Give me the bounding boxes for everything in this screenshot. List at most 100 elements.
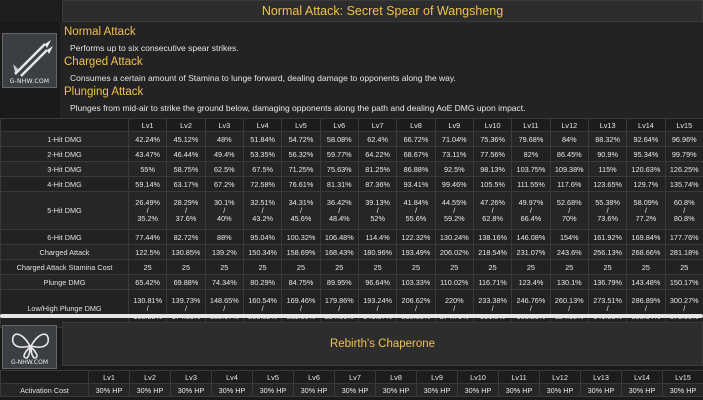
- level-header: Lv14: [621, 370, 663, 384]
- value-cell: 103.75%: [511, 161, 551, 177]
- table-row: 4-Hit DMG 59.14% 63.17% 67.2% 72.58% 76.61% 81…: [0, 176, 703, 192]
- value-cell: 268.66%: [626, 244, 666, 260]
- value-cell: 92.64%: [626, 131, 666, 147]
- value-cell: 116.71%: [472, 274, 513, 290]
- split-bottom-value: 62.8%: [482, 213, 503, 223]
- value-cell: 55%: [127, 161, 168, 177]
- level-header: Lv8: [375, 370, 417, 384]
- row-label: Plunge DMG: [0, 274, 129, 290]
- value-cell: 25: [281, 259, 321, 275]
- value-cell: 30% HP: [293, 383, 335, 397]
- value-cell: 68.67%: [396, 146, 436, 162]
- value-cell: 130.81%/163.39%: [127, 289, 168, 328]
- value-cell: 98.13%: [472, 161, 513, 177]
- split-bottom-value: 70%: [561, 213, 577, 223]
- level-header: Lv15: [662, 370, 703, 384]
- site-logo-text: G-NHW.COM: [9, 78, 50, 85]
- split-separator: /: [606, 205, 609, 215]
- value-cell: 111.55%: [511, 176, 551, 192]
- value-cell: 79.68%: [511, 131, 551, 147]
- level-header: Lv8: [396, 118, 436, 132]
- value-cell: 122.32%: [396, 229, 436, 245]
- table-row: Activation Cost 30% HP 30% HP 30% HP 30% HP 3…: [0, 383, 703, 397]
- table-row: Charged Attack 122.5% 130.85% 139.2% 150.34%…: [0, 244, 703, 260]
- value-cell: 65.42%: [127, 274, 168, 290]
- value-cell: 30% HP: [662, 383, 703, 397]
- split-bottom-value: 48.4%: [328, 213, 350, 223]
- split-top-value: 32.51%: [250, 197, 276, 207]
- value-cell: 25: [319, 259, 359, 275]
- value-cell: 130.1%: [549, 274, 589, 290]
- value-cell: 146.08%: [511, 229, 551, 245]
- value-cell: 84.75%: [281, 274, 321, 290]
- level-header: Lv11: [498, 370, 540, 384]
- value-cell: 63.17%: [166, 176, 206, 192]
- split-separator: /: [453, 205, 456, 215]
- value-cell: 39.13%/52%: [357, 191, 398, 230]
- split-bottom-value: 35.2%: [137, 213, 159, 223]
- value-cell: 243.6%: [549, 244, 589, 260]
- split-separator: /: [529, 205, 532, 215]
- split-top-value: 260.13%: [554, 295, 584, 305]
- split-separator: /: [223, 303, 226, 313]
- value-cell: 58.08%: [319, 131, 359, 147]
- split-bottom-value: 40%: [217, 213, 232, 223]
- value-cell: 47.26%/62.8%: [472, 191, 513, 230]
- value-cell: 28.29%/37.6%: [166, 191, 206, 230]
- split-top-value: 49.97%: [518, 197, 544, 207]
- level-header: Lv3: [170, 370, 212, 384]
- split-separator: /: [376, 205, 379, 215]
- value-cell: 62.5%: [204, 161, 244, 177]
- skill-title: Rebirth's Chaperone: [62, 322, 703, 366]
- value-cell: 30% HP: [88, 383, 130, 397]
- value-cell: 82%: [511, 146, 551, 162]
- value-cell: 150.34%: [242, 244, 283, 260]
- value-cell: 26.49%/35.2%: [127, 191, 168, 230]
- site-logo-text: G-NHW.COM: [10, 359, 49, 366]
- split-top-value: 300.27%: [669, 295, 699, 305]
- value-cell: 86.88%: [396, 161, 436, 177]
- level-header: Lv15: [664, 118, 703, 132]
- value-cell: 73.11%: [434, 146, 474, 162]
- value-cell: 77.56%: [472, 146, 513, 162]
- split-separator: /: [568, 303, 571, 313]
- value-cell: 81.25%: [357, 161, 398, 177]
- level-header: Lv7: [334, 370, 376, 384]
- value-cell: 256.13%: [587, 244, 628, 260]
- value-cell: 161.92%: [587, 229, 628, 245]
- split-top-value: 55.38%: [595, 197, 620, 207]
- value-cell: 106.48%: [319, 229, 359, 245]
- split-top-value: 47.26%: [480, 197, 505, 207]
- split-top-value: 58.09%: [633, 197, 659, 207]
- talent-scaling-table: Lv1 Lv2 Lv3 Lv4 Lv5 Lv6 Lv7 Lv8 Lv9 Lv10 Lv11 Lv12 L…: [0, 118, 703, 328]
- split-separator: /: [299, 205, 302, 215]
- row-label: Charged Attack: [0, 244, 129, 260]
- value-cell: 34.31%/45.6%: [281, 191, 321, 230]
- value-cell: 30% HP: [621, 383, 663, 397]
- value-cell: 25: [626, 259, 666, 275]
- split-separator: /: [683, 303, 686, 313]
- value-cell: 168.43%: [319, 244, 359, 260]
- level-header: Lv10: [472, 118, 513, 132]
- split-top-value: 39.13%: [365, 197, 390, 207]
- value-cell: 88.32%: [587, 131, 628, 147]
- value-cell: 206.62%/258.08%: [396, 289, 436, 328]
- value-cell: 58.75%: [166, 161, 206, 177]
- value-cell: 30% HP: [580, 383, 622, 397]
- value-cell: 105.5%: [472, 176, 513, 192]
- value-cell: 96.96%: [664, 131, 703, 147]
- value-cell: 72.58%: [242, 176, 283, 192]
- split-separator: /: [414, 205, 417, 215]
- level-header: Lv7: [357, 118, 398, 132]
- value-cell: 180.96%: [357, 244, 398, 260]
- normal-attack-heading: Normal Attack: [64, 26, 136, 38]
- value-cell: 30% HP: [498, 383, 540, 397]
- value-cell: 30% HP: [129, 383, 171, 397]
- split-separator: /: [491, 303, 494, 313]
- value-cell: 177.76%: [664, 229, 703, 245]
- level-header: Lv1: [127, 118, 168, 132]
- split-top-value: 60.8%: [673, 197, 695, 207]
- plunging-attack-heading: Plunging Attack: [64, 86, 144, 98]
- value-cell: 49.4%: [204, 146, 244, 162]
- split-top-value: 179.86%: [324, 295, 354, 305]
